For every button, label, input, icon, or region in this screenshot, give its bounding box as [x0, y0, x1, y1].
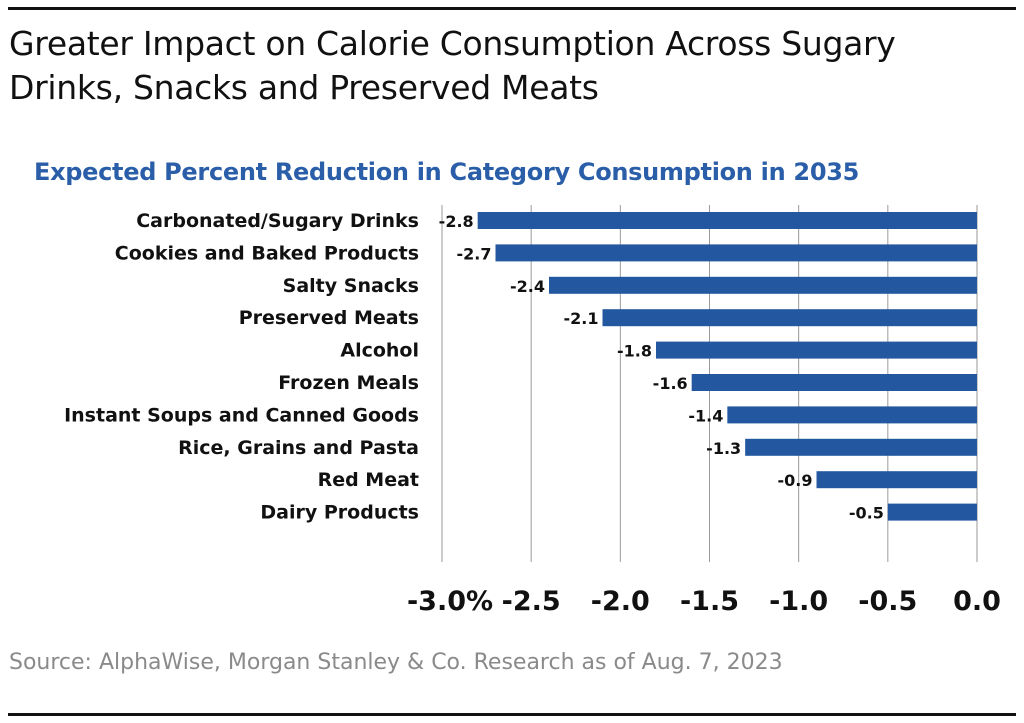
category-label: Carbonated/Sugary Drinks — [136, 210, 419, 232]
bar — [745, 438, 977, 456]
category-label: Red Meat — [318, 469, 419, 491]
category-label: Dairy Products — [260, 502, 419, 524]
category-label: Alcohol — [340, 340, 419, 362]
x-tick-label: -0.5 — [858, 586, 917, 617]
data-label: -1.4 — [688, 406, 723, 425]
bottom-rule — [8, 713, 1016, 716]
x-tick-label: -1.0 — [769, 586, 828, 617]
data-label: -2.7 — [457, 244, 492, 263]
top-rule — [8, 7, 1016, 10]
x-tick-label: -2.0 — [591, 586, 650, 617]
x-tick-label: -3.0% — [407, 586, 493, 617]
bar — [816, 471, 977, 489]
category-label: Rice, Grains and Pasta — [178, 437, 419, 459]
bar — [477, 212, 977, 229]
x-tick-label: -1.5 — [680, 586, 739, 617]
bar — [549, 276, 977, 294]
bar — [691, 374, 977, 391]
category-label: Salty Snacks — [283, 275, 419, 297]
category-label: Cookies and Baked Products — [115, 242, 419, 264]
bar — [656, 341, 977, 359]
x-tick-label: 0.0 — [953, 586, 1001, 617]
data-label: -2.4 — [510, 277, 545, 296]
data-label: -1.6 — [653, 374, 688, 393]
x-tick-label: -2.5 — [502, 586, 561, 617]
data-label: -0.5 — [849, 504, 884, 523]
source-note: Source: AlphaWise, Morgan Stanley & Co. … — [9, 650, 783, 675]
data-label: -1.3 — [706, 439, 741, 458]
category-label: Preserved Meats — [239, 307, 419, 329]
category-label: Instant Soups and Canned Goods — [64, 404, 419, 426]
bar — [602, 309, 977, 327]
data-label: -2.1 — [564, 309, 599, 328]
data-label: -0.9 — [778, 471, 813, 490]
bar — [887, 503, 977, 521]
chart-title: Greater Impact on Calorie Consumption Ac… — [9, 24, 896, 107]
data-label: -2.8 — [439, 212, 474, 231]
chart-subtitle: Expected Percent Reduction in Category C… — [34, 158, 860, 186]
bar — [727, 406, 977, 424]
category-label: Frozen Meals — [278, 372, 419, 394]
data-label: -1.8 — [617, 342, 652, 361]
bar — [495, 244, 977, 262]
